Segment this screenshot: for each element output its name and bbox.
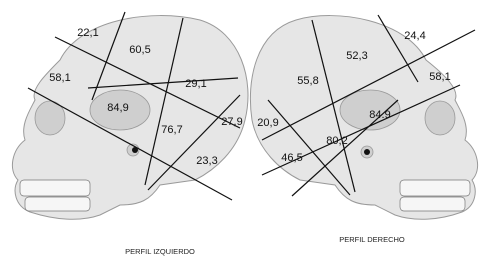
orbit: [425, 101, 455, 135]
upper-teeth: [400, 180, 470, 196]
region-value: 55,8: [297, 75, 318, 87]
region-value: 22,1: [77, 27, 98, 39]
region-value: 60,5: [129, 44, 150, 56]
region-value: 84,9: [107, 102, 128, 114]
region-value: 52,3: [346, 50, 367, 62]
caption: PERFIL IZQUIERDO: [125, 247, 195, 256]
region-value: 76,7: [161, 124, 182, 136]
reference-point: [364, 149, 370, 155]
skull-diagram: 22,1 60,5 58,1 29,1 84,9 76,7 27,9 23,3 …: [0, 0, 486, 258]
upper-teeth: [20, 180, 90, 196]
caption: PERFIL DERECHO: [339, 235, 405, 244]
region-value: 20,9: [257, 117, 278, 129]
region-value: 29,1: [185, 78, 206, 90]
region-value: 23,3: [196, 155, 217, 167]
region-value: 80,2: [326, 135, 347, 147]
region-value: 58,1: [49, 72, 70, 84]
lower-teeth: [25, 197, 90, 211]
region-value: 24,4: [404, 30, 425, 42]
region-value: 46,5: [281, 152, 302, 164]
lower-teeth: [400, 197, 465, 211]
right-skull: [250, 15, 477, 219]
reference-point: [132, 147, 138, 153]
region-value: 84.9: [369, 109, 390, 121]
region-value: 58,1: [429, 71, 450, 83]
region-value: 27,9: [221, 116, 242, 128]
